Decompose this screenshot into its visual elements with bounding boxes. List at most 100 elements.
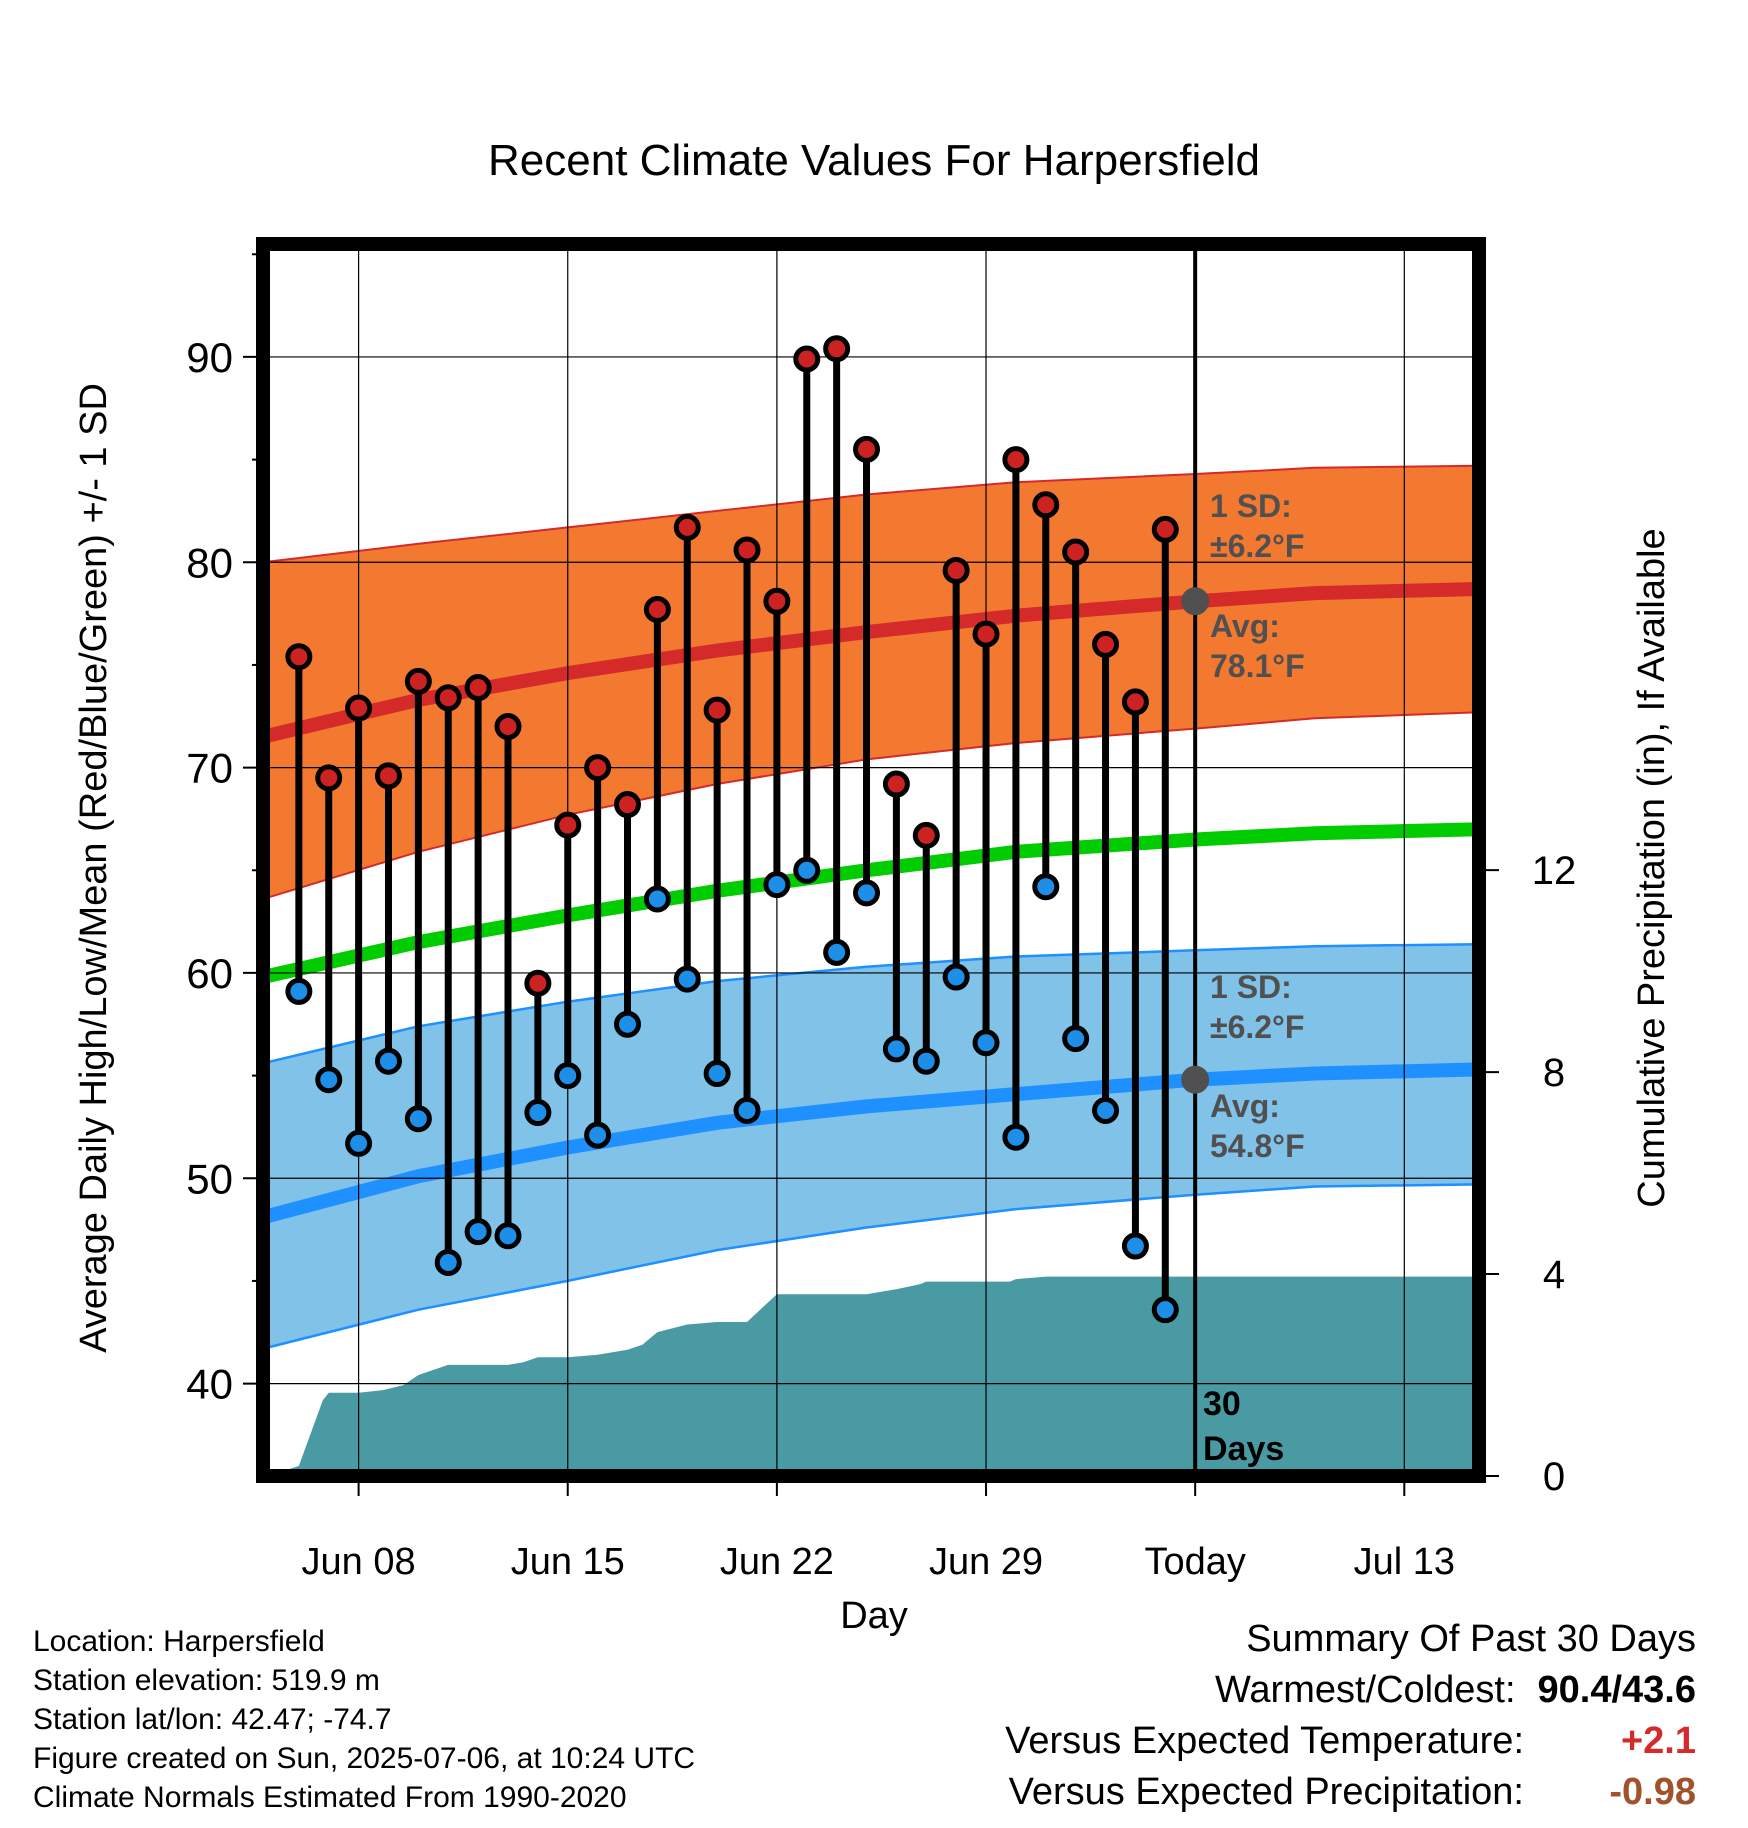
- y-tick-label-right: 4: [1543, 1253, 1565, 1297]
- high-temp-point: [345, 694, 373, 722]
- high-temp-point: [524, 969, 552, 997]
- grid-lines: [263, 244, 1479, 1476]
- axis-text: 40 50 60 70 80 90 0 4 8 12 Jun 08 Jun 15 Jun 22 Jun 2…: [186, 334, 1576, 1583]
- low-temp-point: [434, 1248, 462, 1276]
- low-temp-point: [972, 1029, 1000, 1057]
- x-tick-label: Jun 08: [302, 1541, 416, 1583]
- climate-normals-note: Climate Normals Estimated From 1990-2020: [33, 1781, 627, 1814]
- low-temp-point: [1032, 873, 1060, 901]
- low-avg-label: Avg:: [1210, 1088, 1280, 1124]
- low-temp-point: [614, 1010, 642, 1038]
- low-avg-value: 54.8°F: [1210, 1128, 1305, 1164]
- high-temp-point: [554, 811, 582, 839]
- y-tick-label-left: 80: [186, 539, 233, 586]
- low-temp-point: [703, 1060, 731, 1088]
- warm-cold-value: 90.4/43.6: [1537, 1669, 1696, 1711]
- summary-temperature: Versus Expected Temperature: +2.1: [1005, 1716, 1696, 1767]
- summary-warm-cold: Warmest/Coldest: 90.4/43.6: [1005, 1665, 1696, 1716]
- high-temp-point: [643, 595, 671, 623]
- low-temp-point: [793, 856, 821, 884]
- temp-label: Versus Expected Temperature:: [1005, 1720, 1524, 1762]
- station-latlon: Station lat/lon: 42.47; -74.7: [33, 1703, 392, 1736]
- y-tick-label-right: 8: [1543, 1051, 1565, 1095]
- high-avg-label: Avg:: [1210, 608, 1280, 644]
- low-temp-point: [733, 1097, 761, 1125]
- low-temp-point: [584, 1121, 612, 1149]
- low-temp-point: [942, 963, 970, 991]
- high-temp-point: [942, 556, 970, 584]
- high-temp-point: [494, 713, 522, 741]
- high-sd-label: 1 SD:: [1210, 488, 1292, 524]
- low-temp-point: [1002, 1123, 1030, 1151]
- high-avg-value: 78.1°F: [1210, 648, 1305, 684]
- low-temp-point: [374, 1047, 402, 1075]
- high-temp-point: [1151, 515, 1179, 543]
- high-temp-point: [1002, 446, 1030, 474]
- high-temp-point: [733, 536, 761, 564]
- high-temp-point: [464, 674, 492, 702]
- high-temp-point: [374, 762, 402, 790]
- summary-title: Summary Of Past 30 Days: [1246, 1618, 1696, 1660]
- low-temp-point: [464, 1218, 492, 1246]
- days-count-label: 30: [1203, 1385, 1241, 1423]
- low-temp-point: [285, 977, 313, 1005]
- high-temp-point: [285, 643, 313, 671]
- low-sd-label: 1 SD:: [1210, 969, 1292, 1005]
- y-tick-label-left: 40: [186, 1361, 233, 1408]
- y-tick-label-right: 0: [1543, 1455, 1565, 1499]
- y-axis-label-right: Cumulative Precipitation (in), If Availa…: [1631, 528, 1673, 1207]
- x-tick-label: Today: [1144, 1541, 1245, 1583]
- figure-created: Figure created on Sun, 2025-07-06, at 10…: [33, 1742, 696, 1775]
- temp-value: +2.1: [1620, 1720, 1696, 1762]
- low-temp-point: [912, 1047, 940, 1075]
- precip-layer: [269, 1276, 1479, 1476]
- high-temp-point: [1062, 538, 1090, 566]
- x-tick-label: Jun 29: [929, 1541, 1043, 1583]
- high-sd-value: ±6.2°F: [1210, 528, 1304, 564]
- high-temp-point: [673, 513, 701, 541]
- high-temp-point: [614, 791, 642, 819]
- plot-frame: [256, 237, 1486, 1483]
- temperature-stems: [285, 335, 1210, 1324]
- today-low-avg-marker: [1181, 1065, 1210, 1094]
- low-temp-point: [524, 1099, 552, 1127]
- low-temp-point: [554, 1062, 582, 1090]
- high-temp-point: [404, 667, 432, 695]
- x-tick-label: Jun 22: [720, 1541, 834, 1583]
- low-temp-point: [643, 885, 671, 913]
- high-temp-point: [434, 684, 462, 712]
- station-elevation: Station elevation: 519.9 m: [33, 1664, 380, 1697]
- low-temp-point: [853, 879, 881, 907]
- station-info: Location: Harpersfield Station elevation…: [33, 1622, 695, 1817]
- y-tick-label-left: 50: [186, 1155, 233, 1202]
- low-temp-point: [882, 1035, 910, 1063]
- warm-cold-label: Warmest/Coldest:: [1214, 1669, 1516, 1711]
- today-high-avg-marker: [1181, 587, 1210, 616]
- low-temp-point: [763, 871, 791, 899]
- low-temp-point: [494, 1222, 522, 1250]
- y-tick-label-left: 60: [186, 950, 233, 997]
- low-temp-point: [1092, 1097, 1120, 1125]
- high-temp-point: [1121, 688, 1149, 716]
- precip-value: -0.98: [1609, 1771, 1696, 1813]
- low-temp-point: [823, 938, 851, 966]
- y-tick-label-left: 70: [186, 745, 233, 792]
- high-temp-point: [853, 435, 881, 463]
- y-tick-label-left: 90: [186, 334, 233, 381]
- high-temp-point: [972, 620, 1000, 648]
- y-axis-label-left: Average Daily High/Low/Mean (Red/Blue/Gr…: [73, 383, 115, 1353]
- low-temp-point: [1121, 1232, 1149, 1260]
- summary-precipitation: Versus Expected Precipitation: -0.98: [1005, 1767, 1696, 1818]
- precip-area: [269, 1276, 1479, 1476]
- low-temp-point: [673, 965, 701, 993]
- x-axis-label: Day: [840, 1595, 908, 1637]
- high-temp-point: [912, 821, 940, 849]
- precip-label: Versus Expected Precipitation:: [1008, 1771, 1524, 1813]
- low-temp-point: [1062, 1025, 1090, 1053]
- high-temp-point: [703, 696, 731, 724]
- axes: [243, 237, 1499, 1496]
- x-tick-label: Jun 15: [511, 1541, 625, 1583]
- low-sd-value: ±6.2°F: [1210, 1009, 1304, 1045]
- high-temp-point: [1092, 630, 1120, 658]
